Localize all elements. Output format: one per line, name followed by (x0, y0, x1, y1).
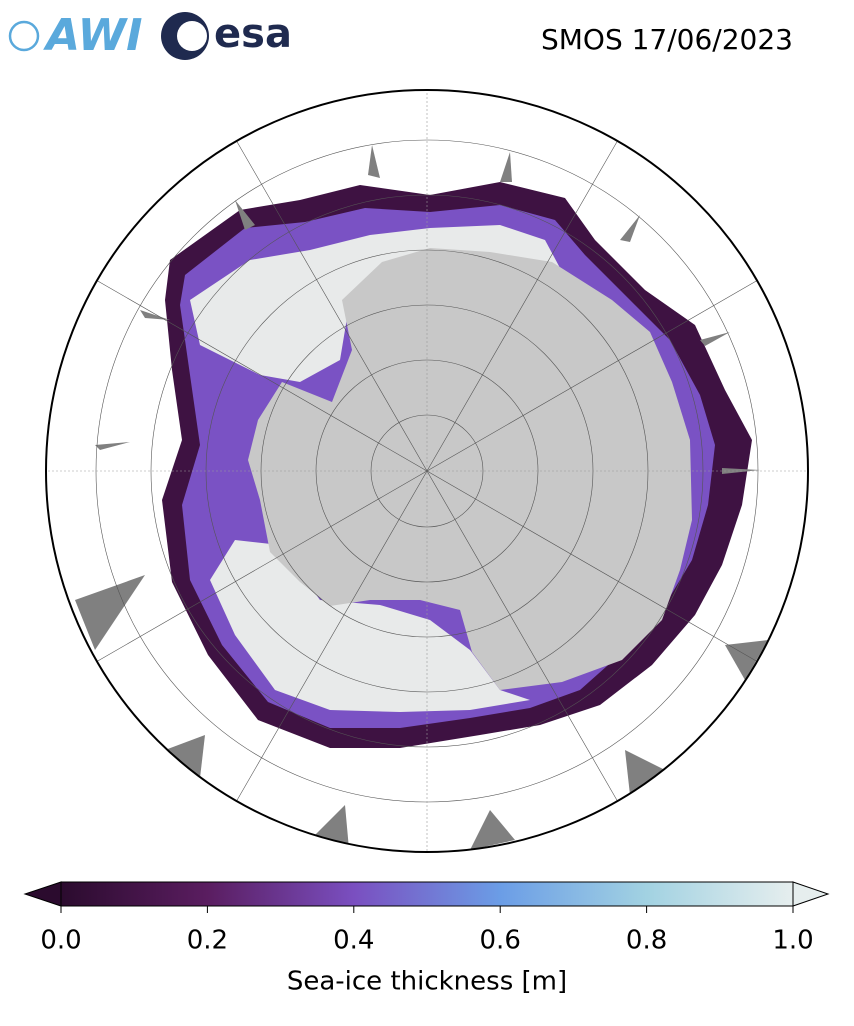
awi-logo: AWI (43, 10, 143, 61)
colorbar-tick-label: 1.0 (772, 926, 813, 956)
colorbar-tick-label: 0.0 (40, 926, 81, 956)
colorbar-body (60, 881, 794, 907)
graticule (46, 90, 808, 852)
logos: AWI esa (8, 10, 292, 61)
colorbar-tick-label: 0.4 (333, 926, 374, 956)
colorbar-tick-label: 0.2 (187, 926, 228, 956)
colorbar-extend-high (792, 881, 830, 907)
colorbar-tick-label: 0.6 (480, 926, 521, 956)
colorbar-tick-label: 0.8 (626, 926, 667, 956)
colorbar-extend-low (23, 881, 62, 907)
colorbar: Sea-ice thickness [m] 0.0 0.2 0.4 0.6 0.8 1.0 (23, 881, 830, 997)
sea-ice-thick (190, 225, 560, 712)
title: SMOS 17/06/2023 (541, 23, 793, 56)
map (46, 90, 808, 852)
antarctica (248, 248, 692, 690)
colorbar-label: Sea-ice thickness [m] (287, 967, 567, 997)
esa-logo: esa (214, 11, 292, 57)
map-border (45, 89, 809, 853)
